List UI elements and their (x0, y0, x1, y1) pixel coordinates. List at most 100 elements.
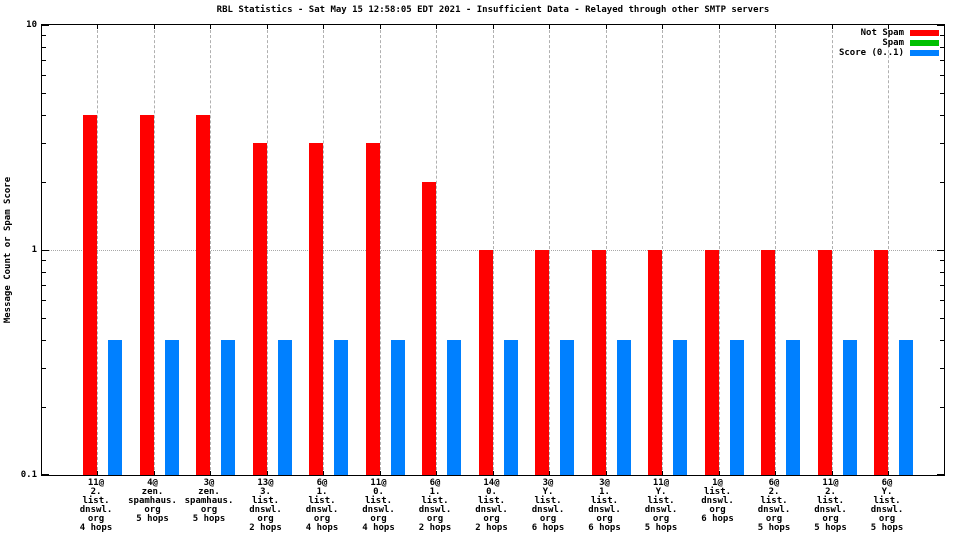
y-tick-left-minor (42, 285, 46, 286)
x-tick-bottom (605, 471, 607, 475)
bar-not-spam (535, 250, 549, 475)
x-tick-bottom (492, 471, 494, 475)
chart-title: RBL Statistics - Sat May 15 12:58:05 EDT… (216, 5, 770, 15)
bar-not-spam (761, 250, 775, 475)
gridline-x (718, 25, 720, 475)
x-tick-top (605, 25, 607, 29)
gridline-x (775, 25, 776, 475)
x-tick-top (97, 25, 98, 29)
y-tick-right-minor (940, 60, 944, 61)
legend-label: Score (0..1) (838, 48, 904, 58)
x-category-label: 11@ 0. list. dnswl. org 4 hops (362, 478, 395, 533)
bar-score-0-1- (673, 339, 687, 475)
x-tick-bottom (210, 471, 211, 475)
y-tick-left-minor (42, 407, 46, 408)
x-category-label: 14@ 0. list. dnswl. org 2 hops (475, 478, 508, 533)
y-tick-left-minor (42, 318, 46, 319)
legend-row: Not Spam (839, 28, 939, 38)
legend-row: Spam (839, 38, 939, 48)
legend-swatch (910, 40, 939, 46)
y-tick-right-minor (940, 340, 944, 341)
y-tick-right-minor (940, 143, 944, 144)
bar-not-spam (139, 114, 154, 475)
bar-score-0-1- (108, 339, 122, 475)
y-tick-right-minor (940, 368, 944, 369)
y-tick-left-minor (42, 47, 46, 48)
gridline-x (97, 25, 98, 475)
x-category-label: 3@ zen. spamhaus. org 5 hops (184, 478, 234, 524)
x-tick-bottom (718, 471, 720, 475)
gridline-x (266, 25, 268, 475)
gridline-x (153, 25, 155, 475)
bar-not-spam (648, 250, 662, 475)
y-tick-left-minor (42, 75, 46, 76)
x-tick-bottom (662, 471, 663, 475)
y-tick-label: 10 (26, 20, 37, 30)
bar-score-0-1- (899, 339, 913, 475)
x-category-label: 11@ 2. list. dnswl. org 5 hops (814, 478, 847, 533)
bar-score-0-1- (390, 339, 405, 475)
y-tick-right-minor (940, 318, 944, 319)
gridline-x (210, 25, 211, 475)
y-tick-right-major (937, 474, 944, 475)
y-tick-left-minor (42, 115, 46, 116)
x-tick-bottom (153, 471, 155, 475)
y-tick-right-minor (940, 75, 944, 76)
y-tick-left-major (42, 474, 49, 475)
bar-not-spam (365, 142, 380, 475)
x-tick-bottom (888, 471, 889, 475)
x-tick-top (831, 25, 833, 29)
bar-score-0-1- (616, 339, 631, 475)
x-tick-bottom (831, 471, 833, 475)
x-tick-bottom (266, 471, 268, 475)
y-tick-right-major (937, 25, 944, 26)
x-category-label: 13@ 3. list. dnswl. org 2 hops (249, 478, 282, 533)
bar-score-0-1- (729, 339, 744, 475)
y-tick-left-minor (42, 60, 46, 61)
bar-not-spam (478, 250, 493, 475)
bar-not-spam (309, 142, 323, 475)
bar-score-0-1- (164, 339, 179, 475)
y-tick-left-major (42, 25, 49, 26)
gridline-x (831, 25, 833, 475)
x-tick-top (775, 25, 776, 29)
bar-score-0-1- (786, 339, 800, 475)
x-tick-top (718, 25, 720, 29)
x-tick-bottom (549, 471, 550, 475)
bar-score-0-1- (560, 339, 574, 475)
y-tick-right-minor (940, 285, 944, 286)
legend-swatch (910, 50, 939, 56)
x-tick-top (549, 25, 550, 29)
x-category-label: 6@ Y. list. dnswl. org 5 hops (870, 478, 904, 533)
y-tick-left-major (42, 250, 49, 251)
x-tick-top (436, 25, 437, 29)
x-tick-bottom (775, 471, 776, 475)
x-tick-bottom (379, 471, 381, 475)
bar-score-0-1- (221, 339, 235, 475)
gridline-x (492, 25, 494, 475)
y-tick-left-minor (42, 35, 46, 36)
y-tick-left-minor (42, 143, 46, 144)
x-tick-bottom (97, 471, 98, 475)
y-tick-label: 1 (31, 245, 37, 255)
bar-score-0-1- (503, 339, 518, 475)
gridline-x (888, 25, 889, 475)
x-tick-top (210, 25, 211, 29)
x-tick-top (888, 25, 889, 29)
x-tick-top (379, 25, 381, 29)
bar-not-spam (874, 250, 888, 475)
bar-score-0-1- (277, 339, 292, 475)
legend-label: Not Spam (860, 28, 904, 38)
bar-not-spam (422, 182, 436, 475)
y-tick-left-minor (42, 260, 46, 261)
x-category-label: 11@ 2. list. dnswl. org 4 hops (79, 478, 113, 533)
legend-swatch (910, 30, 939, 36)
y-tick-right-minor (940, 93, 944, 94)
x-tick-bottom (323, 471, 324, 475)
bar-not-spam (817, 250, 832, 475)
gridline-x (436, 25, 437, 475)
gridline-x (605, 25, 607, 475)
legend-label: Spam (882, 38, 904, 48)
y-tick-right-minor (940, 407, 944, 408)
x-tick-top (662, 25, 663, 29)
